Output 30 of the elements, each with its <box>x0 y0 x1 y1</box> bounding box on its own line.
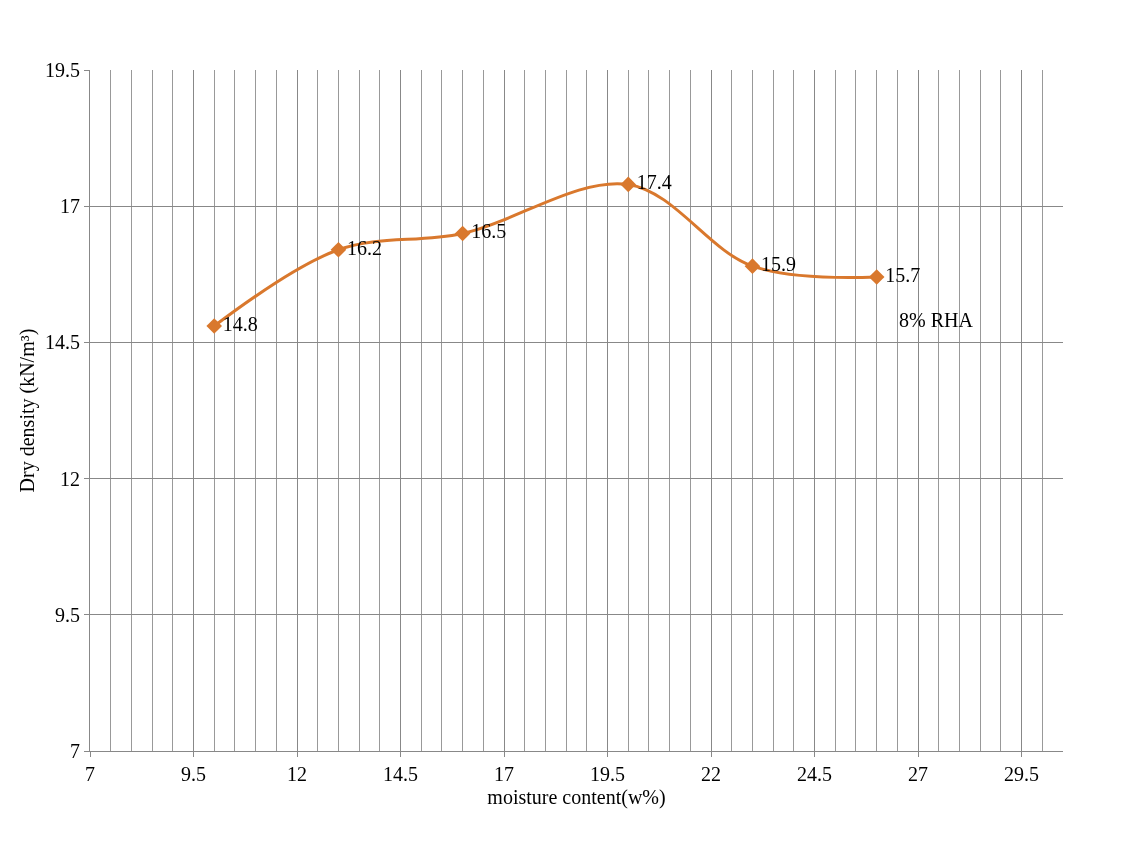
y-tick-label: 7 <box>70 740 80 762</box>
y-tick-label: 9.5 <box>55 603 80 626</box>
data-label: 15.9 <box>760 253 796 276</box>
x-tick-label: 12 <box>287 763 308 785</box>
point <box>330 241 347 258</box>
x-tick-label: 19.5 <box>590 763 626 785</box>
y-tick-label: 12 <box>60 467 80 490</box>
x-tick-label: 7 <box>85 763 95 785</box>
x-tick-label: 9.5 <box>181 763 207 785</box>
data-label: 14.8 <box>222 313 258 336</box>
data-label: 15.7 <box>885 264 921 287</box>
x-tick-label: 24.5 <box>797 763 833 785</box>
data-label: 17.4 <box>636 171 672 194</box>
x-tick-label: 29.5 <box>1004 763 1040 785</box>
x-tick-label: 27 <box>908 763 929 785</box>
series-label: 8% RHA <box>899 309 974 331</box>
data-label: 16.5 <box>471 220 507 243</box>
point <box>206 318 223 334</box>
x-tick-label: 17 <box>494 763 515 785</box>
x-tick-label: 14.5 <box>383 763 419 785</box>
y-tick-label: 17 <box>60 195 80 218</box>
y-tick-label: 19.5 <box>45 59 80 81</box>
point <box>454 225 471 242</box>
x-tick-label: 22 <box>701 763 722 785</box>
y-tick-label: 14.5 <box>45 331 80 354</box>
y-axis-title: Dry density (kN/m³) <box>15 328 39 493</box>
point <box>620 176 637 193</box>
x-axis-title: moisture content(w%) <box>487 785 666 809</box>
point <box>868 269 885 285</box>
point <box>744 258 761 274</box>
